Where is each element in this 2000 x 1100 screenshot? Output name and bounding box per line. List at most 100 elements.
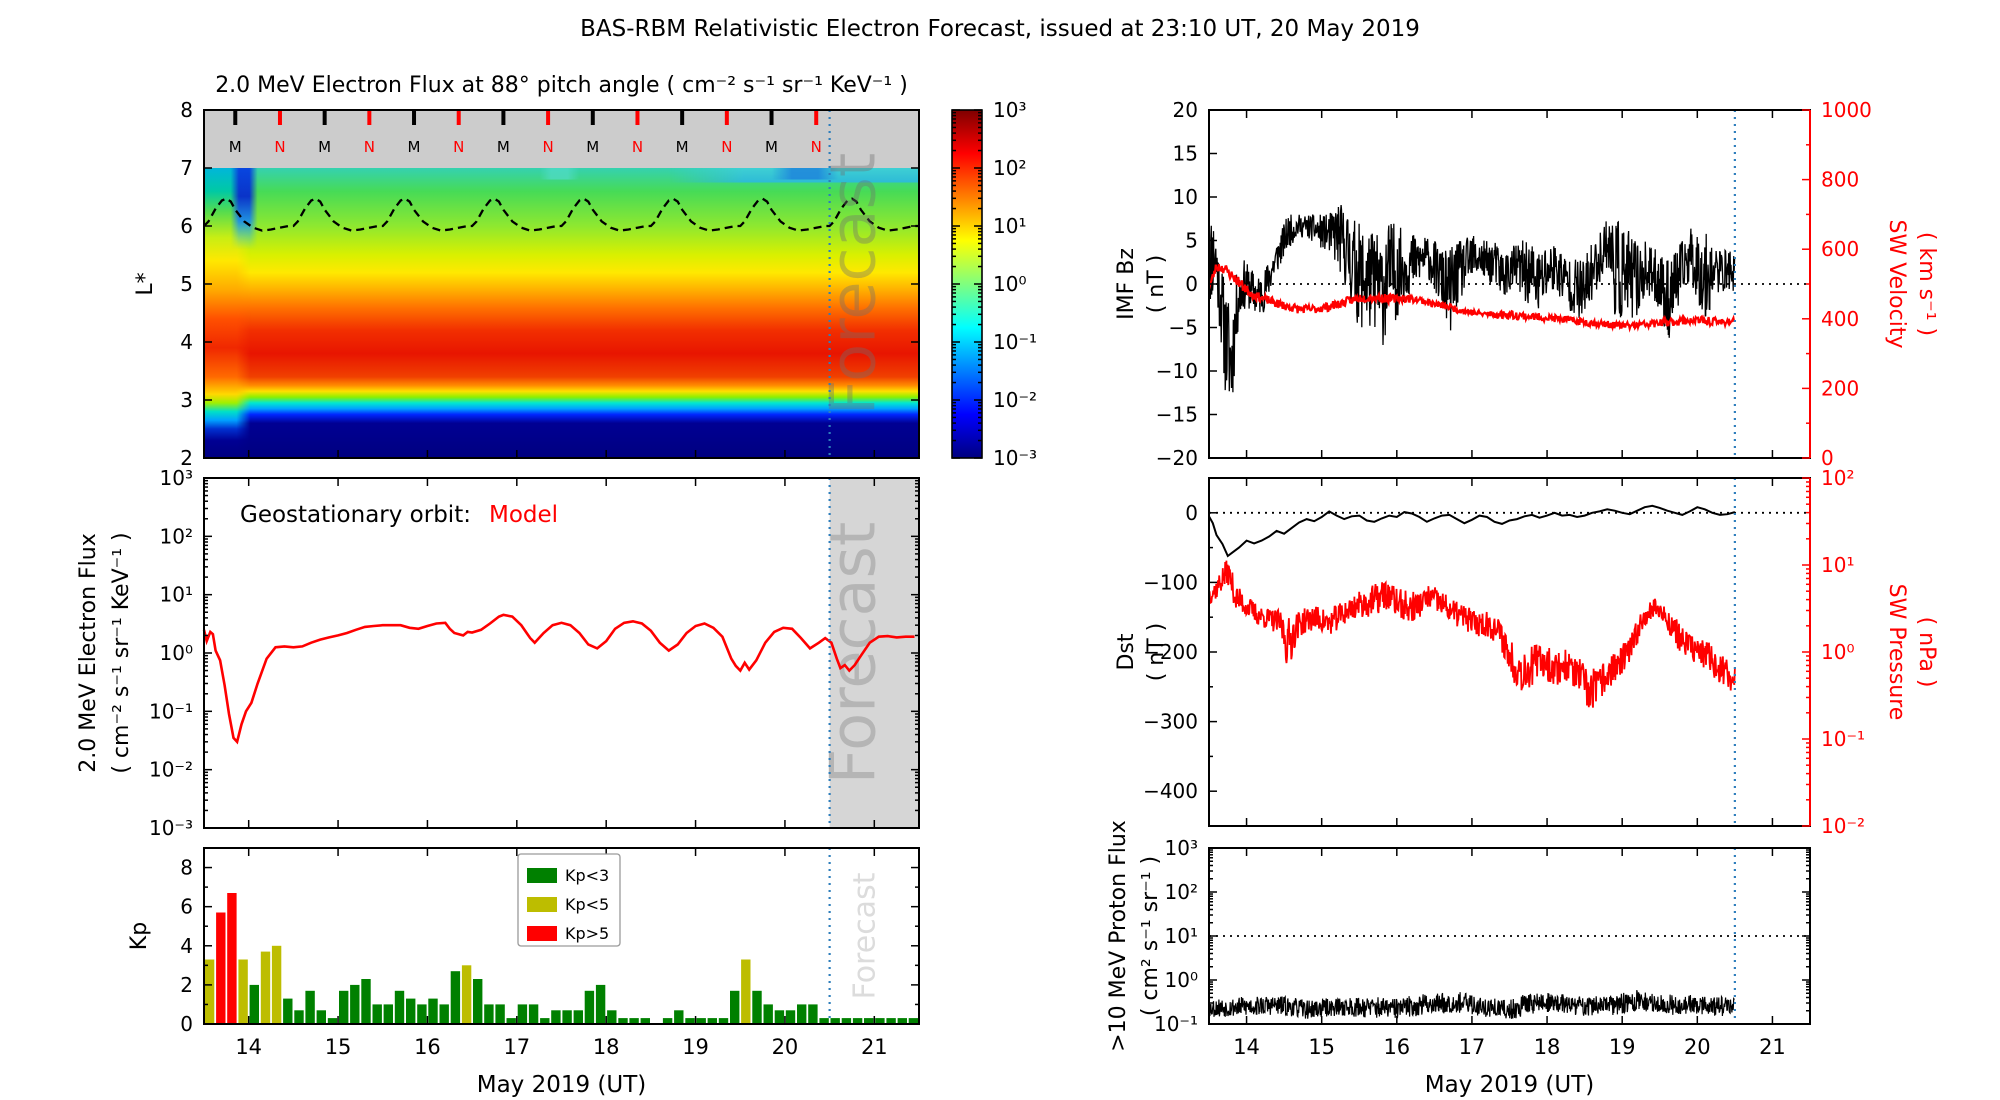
forecast-watermark: Forecast — [816, 153, 889, 415]
y-axis-label: 2.0 MeV Electron Flux — [76, 533, 101, 773]
kp-bar — [908, 1018, 919, 1024]
kp-bar — [808, 1004, 818, 1024]
svg-text:0: 0 — [180, 1012, 193, 1036]
panel-frame — [1208, 477, 1811, 827]
kp-bar — [752, 990, 762, 1024]
kp-bar — [450, 971, 461, 1024]
svg-text:Kp<3: Kp<3 — [565, 866, 609, 885]
svg-text:10: 10 — [1173, 185, 1198, 209]
svg-text:N: N — [542, 138, 553, 156]
svg-text:−300: −300 — [1143, 710, 1198, 734]
y-axis-label: ( cm⁻² s⁻¹ sr⁻¹ KeV⁻¹ ) — [109, 532, 134, 773]
kp-bar — [372, 1004, 382, 1024]
svg-text:5: 5 — [180, 272, 193, 296]
svg-text:N: N — [274, 138, 285, 156]
svg-text:N: N — [721, 138, 732, 156]
svg-text:10⁻¹: 10⁻¹ — [149, 699, 193, 723]
svg-text:N: N — [364, 138, 375, 156]
kp-bar — [741, 959, 751, 1024]
svg-text:10²: 10² — [1821, 466, 1854, 490]
svg-text:17: 17 — [1459, 1035, 1486, 1059]
kp-bar — [361, 979, 371, 1024]
svg-text:5: 5 — [1185, 229, 1198, 253]
forecast-shaded-region — [829, 478, 919, 828]
svg-text:−400: −400 — [1143, 779, 1198, 803]
svg-text:10⁻³: 10⁻³ — [993, 446, 1037, 470]
y-axis-label: SW Velocity — [1884, 219, 1909, 348]
svg-text:7: 7 — [180, 156, 193, 180]
kp-bar — [428, 998, 438, 1024]
kp-bar — [227, 893, 237, 1024]
svg-text:M: M — [497, 138, 510, 156]
y-axis-label: ( nT ) — [1144, 255, 1169, 314]
svg-text:N: N — [632, 138, 643, 156]
y-axis-label: Dst — [1114, 633, 1139, 670]
y-axis-label: L* — [133, 272, 158, 295]
kp-bar — [696, 1018, 706, 1024]
svg-text:21: 21 — [861, 1035, 888, 1059]
svg-text:10¹: 10¹ — [160, 583, 193, 607]
svg-text:10⁻²: 10⁻² — [1821, 814, 1865, 838]
svg-text:N: N — [811, 138, 822, 156]
svg-text:M: M — [676, 138, 689, 156]
y-axis-label: ( km s⁻¹ ) — [1914, 232, 1939, 336]
svg-text:6: 6 — [180, 214, 193, 238]
kp-bar — [584, 990, 595, 1024]
svg-text:M: M — [765, 138, 778, 156]
legend-swatch — [527, 868, 557, 883]
y-axis-label: ( nPa ) — [1914, 617, 1939, 688]
svg-text:20: 20 — [772, 1035, 799, 1059]
svg-text:N: N — [453, 138, 464, 156]
svg-text:10⁰: 10⁰ — [1821, 640, 1854, 664]
kp-bar — [260, 951, 271, 1024]
kp-bar — [528, 1004, 539, 1024]
kp-bar — [238, 959, 248, 1024]
svg-text:2: 2 — [180, 973, 193, 997]
kp-bar — [316, 1010, 326, 1024]
kp-bar — [350, 984, 360, 1024]
kp-bar — [417, 1004, 427, 1024]
kp-bar — [394, 990, 405, 1024]
svg-text:M: M — [586, 138, 599, 156]
svg-text:10²: 10² — [993, 156, 1026, 180]
kp-bar — [662, 1018, 673, 1024]
svg-text:4: 4 — [180, 934, 193, 958]
kp-bar — [540, 1018, 550, 1024]
y-axis-label: >10 MeV Proton Flux — [1106, 820, 1131, 1052]
svg-text:10⁻¹: 10⁻¹ — [993, 330, 1037, 354]
kp-bar — [439, 1004, 449, 1024]
series-imf-bz — [1208, 204, 1736, 393]
svg-text:800: 800 — [1821, 168, 1859, 192]
series-sw-velocity — [1207, 264, 1736, 333]
kp-bar — [327, 1018, 338, 1024]
svg-text:10²: 10² — [160, 524, 193, 548]
svg-text:10⁻²: 10⁻² — [149, 758, 193, 782]
svg-text:600: 600 — [1821, 237, 1859, 261]
kp-bar — [730, 990, 740, 1024]
kp-bar — [707, 1018, 717, 1024]
kp-bar — [852, 1018, 863, 1024]
svg-text:21: 21 — [1759, 1035, 1786, 1059]
svg-text:Kp>5: Kp>5 — [565, 924, 609, 943]
svg-text:2: 2 — [180, 446, 193, 470]
svg-text:18: 18 — [1534, 1035, 1561, 1059]
kp-bar — [886, 1018, 896, 1024]
svg-text:20: 20 — [1173, 98, 1198, 122]
kp-bar — [841, 1018, 852, 1024]
svg-text:10⁻¹: 10⁻¹ — [1821, 727, 1865, 751]
kp-bar — [618, 1018, 628, 1024]
kp-bar — [271, 945, 282, 1024]
svg-text:0: 0 — [1185, 272, 1198, 296]
kp-bar — [864, 1018, 874, 1024]
x-axis-title: May 2019 (UT) — [477, 1072, 647, 1098]
kp-bar — [283, 998, 293, 1024]
svg-text:10¹: 10¹ — [993, 214, 1026, 238]
kp-bar — [249, 984, 259, 1024]
panel-frame — [203, 477, 920, 829]
kp-bar — [797, 1004, 807, 1024]
kp-bar — [640, 1018, 650, 1024]
kp-bar — [406, 998, 416, 1024]
svg-text:10²: 10² — [1165, 880, 1198, 904]
kp-bar — [506, 1018, 516, 1024]
